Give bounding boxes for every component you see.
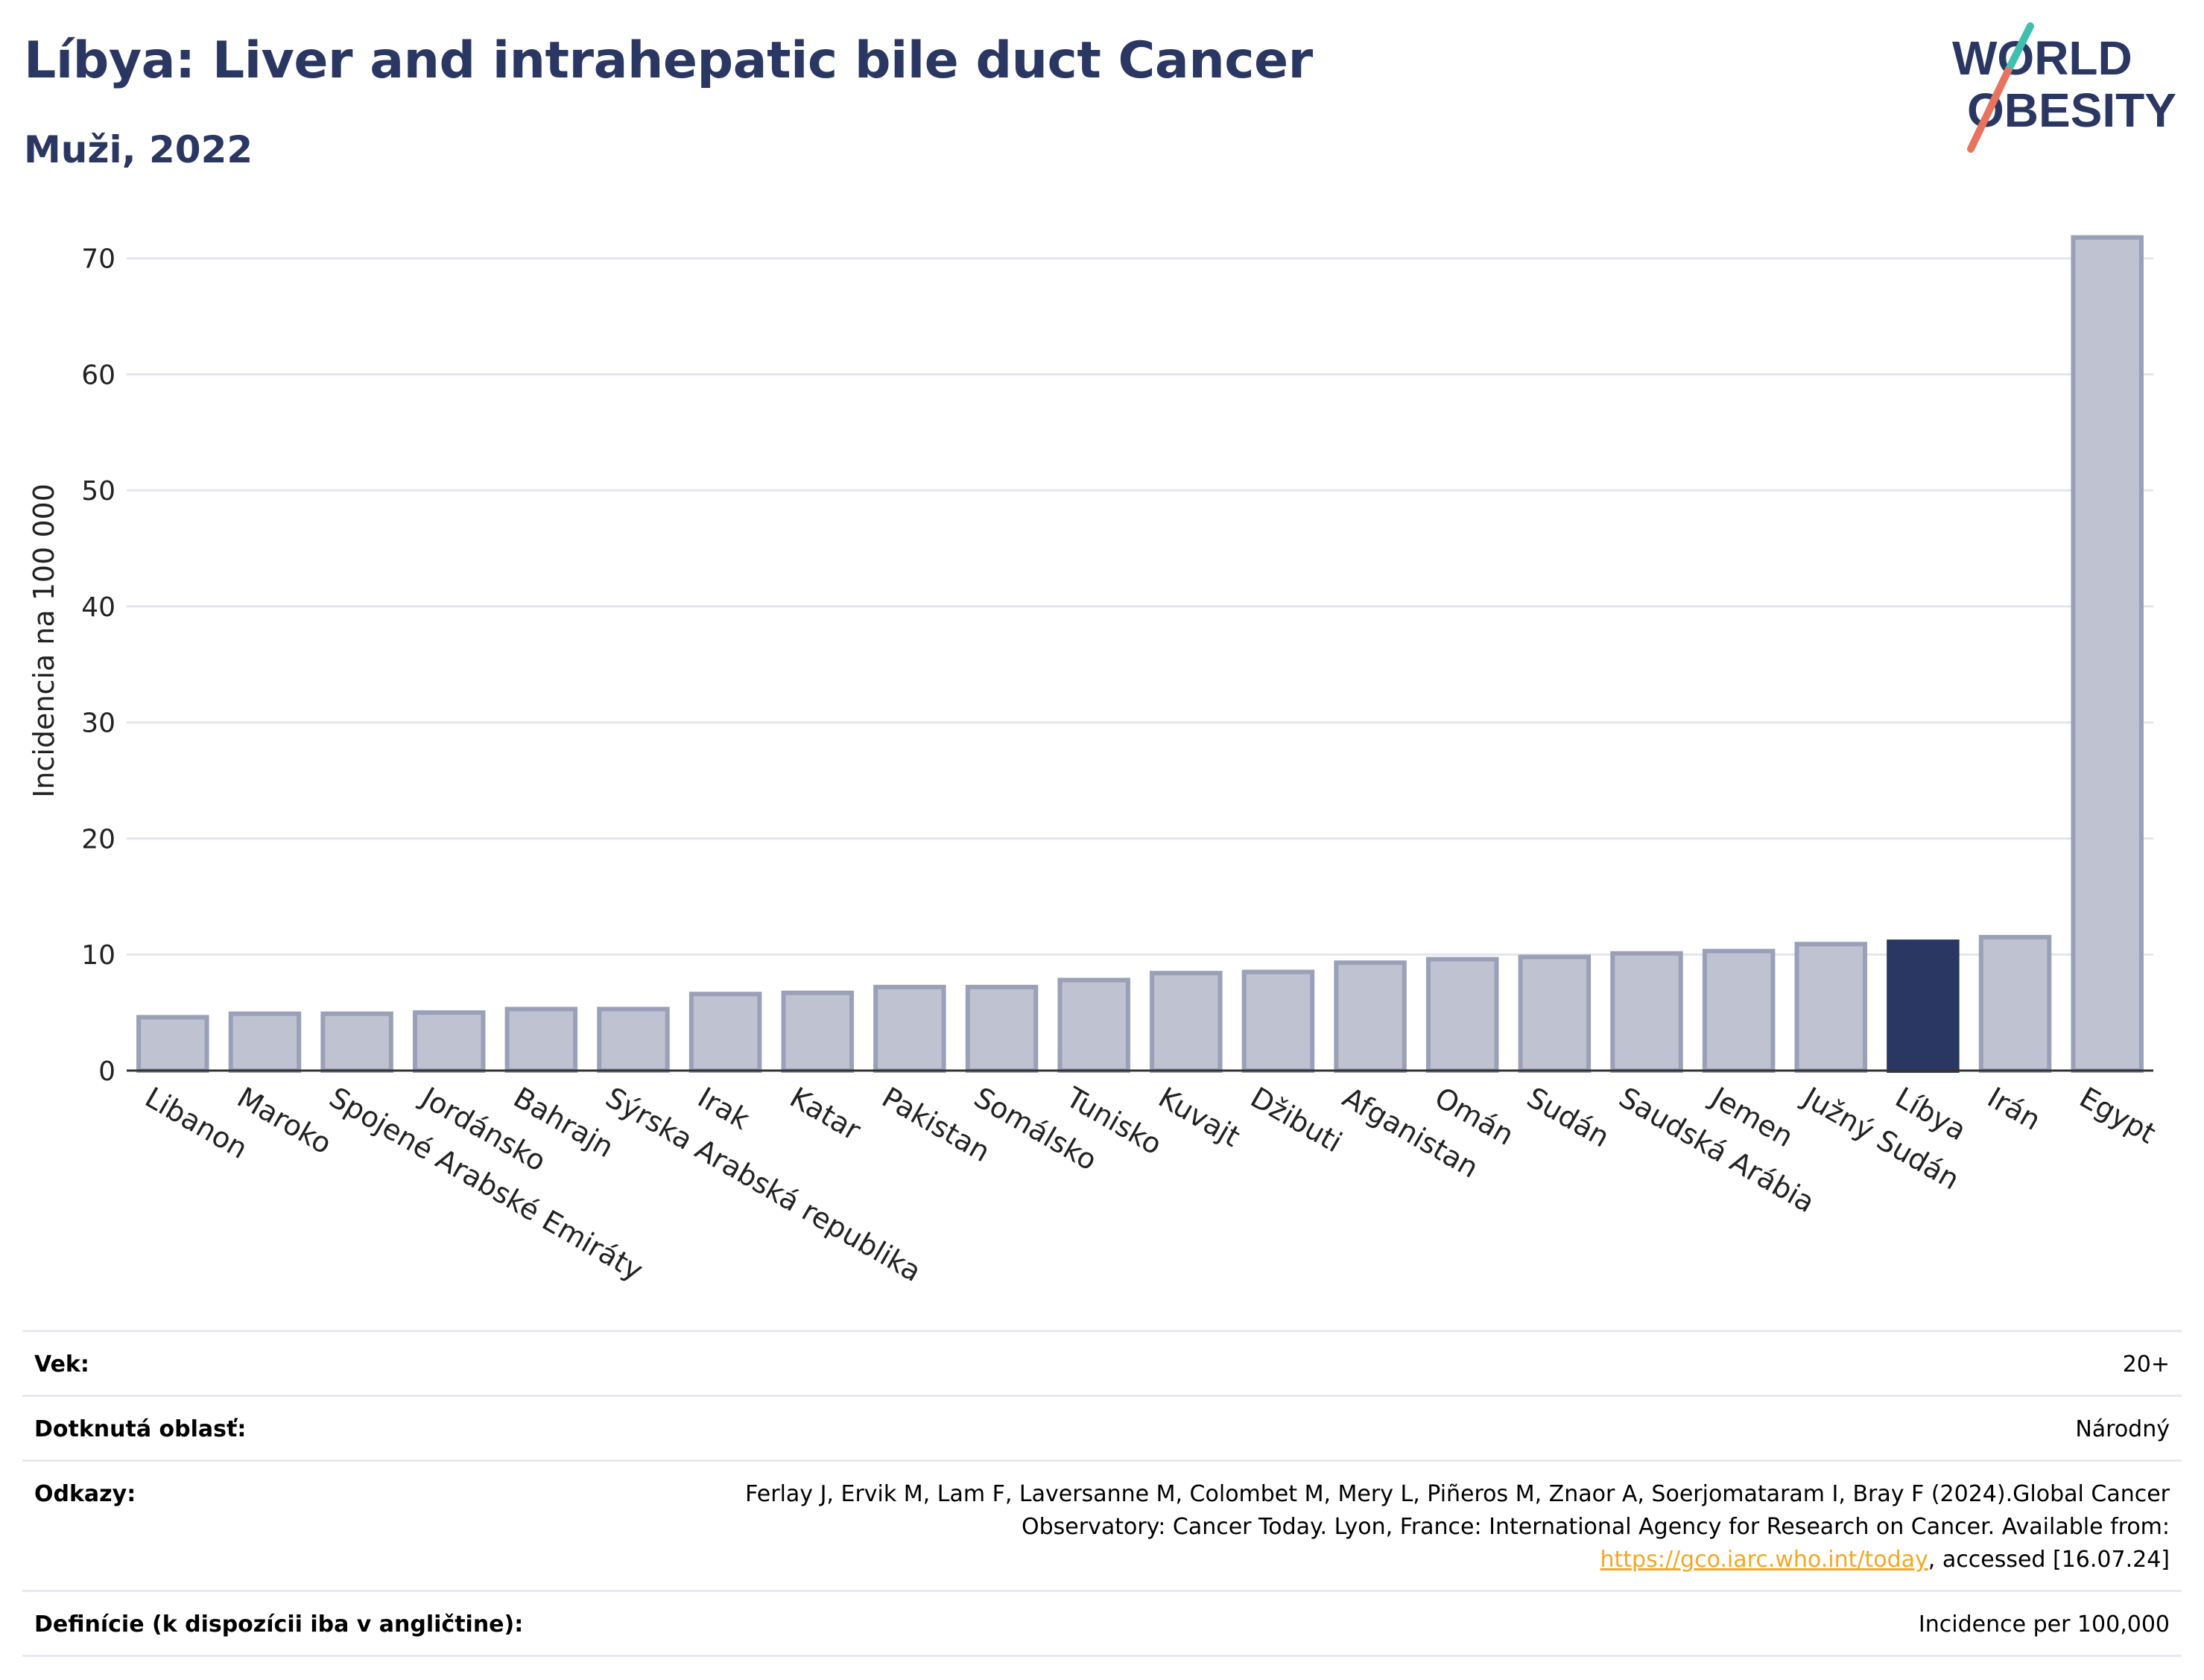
info-row-area: Dotknutá oblasť: Národný bbox=[22, 1395, 2182, 1459]
bar-Tunisko bbox=[1057, 977, 1130, 1073]
x-tick-label: Sudán bbox=[1521, 1081, 1615, 1154]
area-label: Dotknutá oblasť: bbox=[34, 1416, 247, 1442]
y-tick-label: 20 bbox=[81, 824, 115, 855]
info-row-definitions: Definície (k dispozícii iba v angličtine… bbox=[22, 1590, 2182, 1657]
info-table: Vek: 20+ Dotknutá oblasť: Národný Odkazy… bbox=[22, 1330, 2182, 1657]
y-tick-label: 30 bbox=[81, 709, 115, 739]
references-text-1: Ferlay J, Ervik M, Lam F, Laversanne M, … bbox=[745, 1481, 2170, 1540]
bar-Sudán bbox=[1518, 954, 1592, 1074]
bar-Spojené Arabské Emiráty bbox=[320, 1011, 393, 1073]
x-tick-label: Sýrska Arabská republika bbox=[601, 1081, 927, 1288]
x-tick-label: Džibuti bbox=[1245, 1081, 1348, 1159]
y-tick-label: 60 bbox=[81, 360, 115, 390]
bar-Omán bbox=[1425, 957, 1499, 1073]
y-axis-label: Incidencia na 100 000 bbox=[28, 484, 60, 798]
x-tick-label: Južný Sudán bbox=[1796, 1080, 1965, 1196]
bar-Saudská Arábia bbox=[1610, 951, 1683, 1073]
logo-line1: WORLD bbox=[1952, 31, 2132, 85]
age-label: Vek: bbox=[34, 1351, 89, 1378]
logo-line2: OBESITY bbox=[1967, 83, 2176, 137]
x-tick-label: Maroko bbox=[232, 1081, 338, 1161]
bar-Libanon bbox=[136, 1015, 209, 1073]
bar-Bahrajn bbox=[504, 1007, 578, 1073]
bar-Kuvajt bbox=[1150, 971, 1223, 1073]
chart-subtitle: Muži, 2022 bbox=[24, 128, 253, 171]
info-row-age: Vek: 20+ bbox=[22, 1330, 2182, 1395]
bar-Jordánsko bbox=[412, 1010, 486, 1073]
references-text-2: , accessed [16.07.24] bbox=[1928, 1547, 2170, 1573]
y-tick-label: 50 bbox=[81, 476, 115, 507]
bar-Katar bbox=[781, 990, 855, 1074]
bar-Džibuti bbox=[1241, 969, 1315, 1074]
bar-Jemen bbox=[1702, 948, 1776, 1073]
bar-Líbya bbox=[1887, 939, 1960, 1074]
info-row-references: Odkazy: Ferlay J, Ervik M, Lam F, Lavers… bbox=[22, 1459, 2182, 1590]
bar-Južný Sudán bbox=[1794, 942, 1868, 1073]
y-tick-label: 0 bbox=[98, 1056, 115, 1087]
bar-Afganistan bbox=[1334, 960, 1407, 1073]
bar-Egypt bbox=[2071, 235, 2144, 1073]
bar-Pakistan bbox=[873, 984, 946, 1074]
definitions-value: Incidence per 100,000 bbox=[1918, 1611, 2170, 1638]
y-tick-label: 70 bbox=[81, 244, 115, 275]
definitions-label: Definície (k dispozícii iba v angličtine… bbox=[34, 1611, 524, 1638]
x-tick-label: Katar bbox=[785, 1081, 867, 1147]
bar-Somálsko bbox=[965, 984, 1039, 1074]
bar-Irán bbox=[1978, 934, 2052, 1073]
references-value: Ferlay J, Ervik M, Lam F, Laversanne M, … bbox=[680, 1462, 2170, 1590]
world-obesity-logo: WORLD OBESITY bbox=[1952, 22, 2176, 153]
x-tick-label: Kuvajt bbox=[1153, 1081, 1245, 1153]
x-tick-label: Libanon bbox=[139, 1081, 253, 1165]
references-label: Odkazy: bbox=[34, 1481, 136, 1507]
chart-title: Líbya: Liver and intrahepatic bile duct … bbox=[24, 31, 1313, 90]
bar-Maroko bbox=[228, 1011, 302, 1073]
bar-Sýrska Arabská republika bbox=[597, 1007, 670, 1073]
bar-Irak bbox=[688, 992, 762, 1074]
x-tick-label: Egypt bbox=[2074, 1081, 2162, 1150]
y-tick-label: 10 bbox=[81, 940, 115, 971]
y-tick-label: 40 bbox=[81, 592, 115, 623]
x-tick-label: Irak bbox=[692, 1081, 755, 1136]
age-value: 20+ bbox=[2122, 1351, 2170, 1378]
x-tick-label: Irán bbox=[1982, 1081, 2046, 1137]
references-link[interactable]: https://gco.iarc.who.int/today bbox=[1600, 1547, 1928, 1573]
area-value: Národný bbox=[2075, 1416, 2170, 1442]
